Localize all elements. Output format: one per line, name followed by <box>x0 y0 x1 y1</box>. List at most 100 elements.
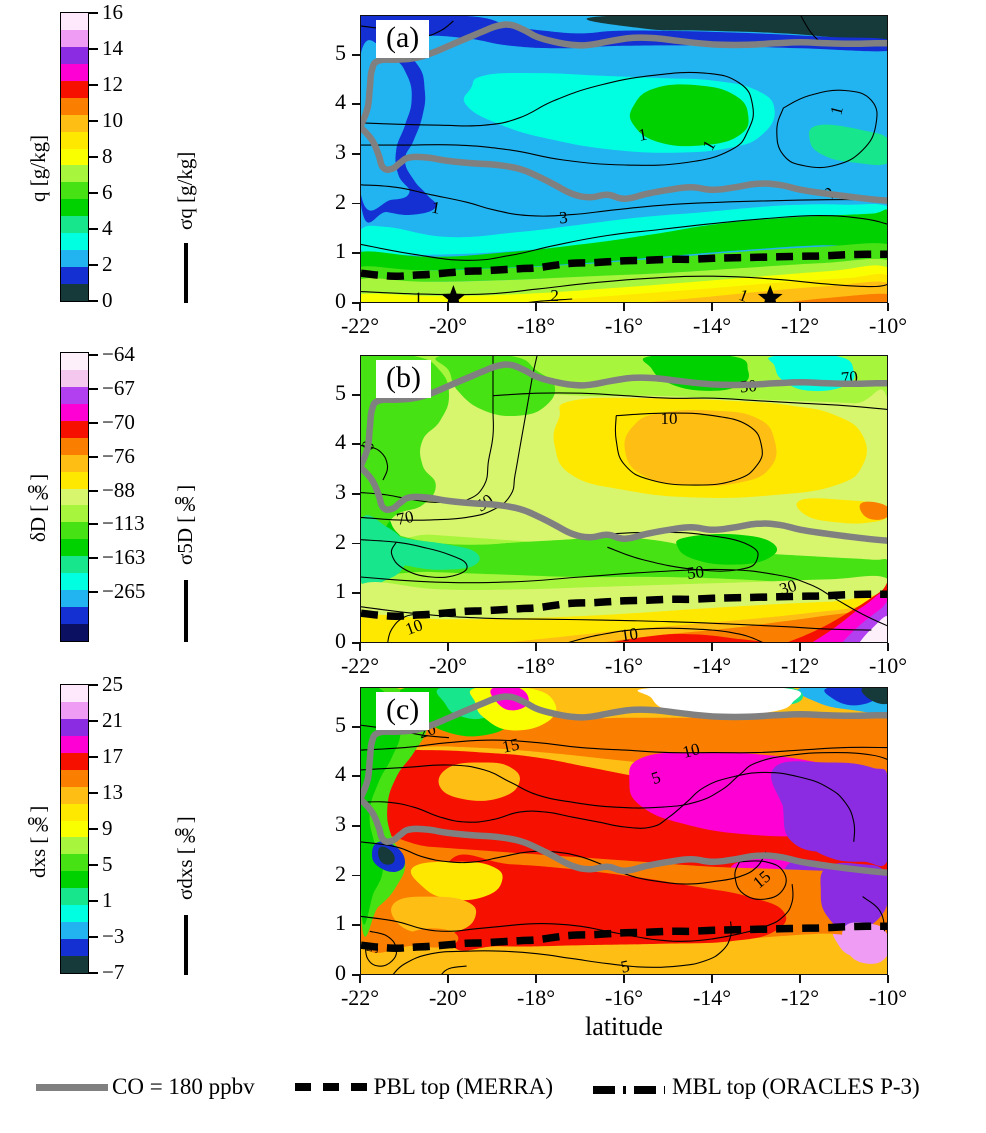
x-axis-title: latitude <box>585 1012 663 1041</box>
svg-text:5: 5 <box>619 956 631 975</box>
y-tick-mark <box>352 725 360 728</box>
colorbar-band <box>61 403 88 421</box>
y-tick-label: 2 <box>335 188 346 214</box>
x-tick-label: -12° <box>780 653 820 678</box>
contour-line <box>800 16 820 42</box>
colorbar-tick-mark <box>89 300 98 302</box>
sigma-title-dxs: σdxs [‰] <box>173 816 197 900</box>
y-tick-mark <box>352 775 360 778</box>
filled-contour-band <box>438 762 520 801</box>
y-tick-label: 5 <box>335 711 346 737</box>
y-tick-label: 1 <box>335 238 346 264</box>
colorbar-tick-label: −265 <box>102 579 146 604</box>
legend-label-co: CO = 180 ppbv <box>112 1074 255 1099</box>
x-tick-mark <box>887 643 889 651</box>
x-tick-mark <box>359 303 361 311</box>
colorbar-band <box>61 888 88 906</box>
colorbar-band <box>61 871 88 889</box>
y-tick-mark <box>352 924 360 927</box>
co-180ppbv-line <box>361 464 887 544</box>
x-tick-mark <box>447 975 449 983</box>
colorbar-band <box>61 556 88 574</box>
x-tick-label: -22° <box>340 313 380 338</box>
colorbar-q <box>60 12 89 302</box>
y-tick-label: 4 <box>335 89 346 115</box>
x-tick-mark <box>359 975 361 983</box>
contour-line <box>361 215 887 261</box>
contour-line <box>492 392 887 410</box>
colorbar-band <box>61 752 88 770</box>
contour-line <box>392 921 732 974</box>
colorbar-band <box>61 131 88 149</box>
colorbar-band <box>61 854 88 872</box>
contour-line <box>361 771 856 842</box>
svg-text:50: 50 <box>686 562 705 583</box>
y-tick-label: 0 <box>335 628 346 653</box>
contour-line <box>361 752 887 809</box>
svg-text:3: 3 <box>558 208 568 228</box>
y-tick-mark <box>352 53 360 56</box>
x-tick-mark <box>799 303 801 311</box>
colorbar-tick-mark <box>89 387 98 390</box>
legend-swatch-mbl-line <box>593 1082 665 1094</box>
x-tick-label: -18° <box>516 985 556 1010</box>
x-tick-mark <box>447 303 449 311</box>
colorbar-block-dxs: dxs [‰] 25 21 17 13 9 5 1 −3 −7 σdxs [‰] <box>0 672 230 1005</box>
colorbar-band <box>61 539 88 557</box>
y-tick-mark <box>352 542 360 545</box>
contour-line <box>364 930 398 967</box>
y-tick-mark <box>352 202 360 205</box>
colorbar-tick-mark <box>89 756 98 758</box>
co-180ppbv-line-upper <box>361 361 887 469</box>
contour-line <box>441 965 467 974</box>
svg-text:1: 1 <box>414 289 423 303</box>
filled-contour-band <box>861 688 887 705</box>
colorbar-tick-label: 8 <box>102 144 113 168</box>
colorbar-tick-mark <box>89 523 98 526</box>
colorbar-tick-mark <box>89 557 98 560</box>
colorbar-ticks-dD: −64 −67 −70 −76 −88 −113 −163 −265 <box>89 342 159 640</box>
filled-contour-band <box>820 862 887 932</box>
filled-contour-band <box>361 258 887 299</box>
x-tick-label: -16° <box>604 985 644 1010</box>
contour-label: 50 <box>686 562 705 583</box>
svg-text:10: 10 <box>681 739 702 762</box>
x-tick-label: -20° <box>428 653 468 678</box>
colorbar-band <box>61 386 88 404</box>
colorbar-band <box>61 471 88 489</box>
colorbar-tick-mark <box>89 156 98 158</box>
y-tick-mark <box>352 443 360 446</box>
contour-line <box>361 739 887 754</box>
filled-contour-band <box>586 16 887 43</box>
colorbar-band <box>61 182 88 200</box>
x-tick-mark <box>535 303 537 311</box>
colorbar-tick-label: −67 <box>102 375 135 400</box>
y-tick-mark <box>352 302 360 304</box>
contour-line <box>361 184 887 217</box>
y-tick-label: 3 <box>335 811 346 837</box>
colorbar-band <box>61 369 88 387</box>
x-tick-label: -18° <box>516 313 556 338</box>
colorbar-band <box>61 735 88 753</box>
contour-line <box>734 860 787 900</box>
y-tick-mark <box>352 592 360 595</box>
svg-text:2: 2 <box>550 286 559 303</box>
colorbar-tick-label: 4 <box>102 216 113 240</box>
colorbar-tick-label: −88 <box>102 477 135 502</box>
colorbar-title-dD: δD [‰] <box>26 473 50 543</box>
colorbar-tick-mark <box>89 120 98 122</box>
x-tick-mark <box>711 303 713 311</box>
colorbar-band <box>61 13 88 30</box>
pbl-top-merra-line <box>361 590 887 620</box>
contour-label: 1 <box>637 125 649 145</box>
contour-line <box>361 568 887 627</box>
y-tick-label: 2 <box>335 860 346 886</box>
colorbar-band <box>61 437 88 455</box>
filled-contour-band <box>361 209 887 271</box>
x-tick-mark <box>623 643 625 651</box>
colorbar-block-dD: δD [‰] −64 −67 −70 −76 −88 −113 −163 −265 σ5D [… <box>0 340 230 673</box>
colorbar-band <box>61 803 88 821</box>
contour-line <box>361 841 767 885</box>
y-tick-label: 0 <box>335 288 346 313</box>
